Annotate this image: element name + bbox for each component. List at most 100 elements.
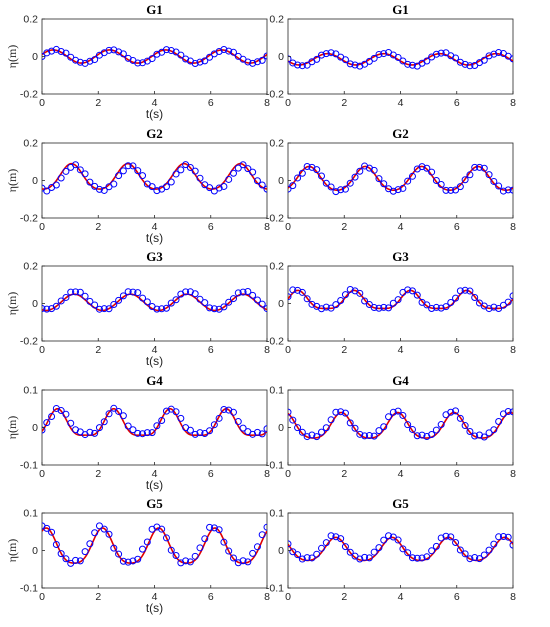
y-tick-label: 0.1 xyxy=(23,385,38,397)
x-tick-label: 2 xyxy=(341,97,347,109)
experiment-marker xyxy=(313,433,321,441)
experiment-marker xyxy=(62,167,70,175)
x-tick-label: 2 xyxy=(341,591,347,603)
experiment-marker xyxy=(447,533,455,541)
experiment-marker xyxy=(258,300,266,308)
experiment-marker xyxy=(408,554,416,562)
experiment-marker xyxy=(167,546,175,554)
experiment-marker xyxy=(365,300,373,308)
experiment-marker xyxy=(361,297,369,305)
subplot-title: G4 xyxy=(392,373,409,388)
experiment-marker xyxy=(475,555,483,563)
experiment-marker xyxy=(258,56,266,64)
experiment-marker xyxy=(461,60,469,68)
experiment-marker xyxy=(485,546,493,554)
x-tick-label: 0 xyxy=(39,344,45,356)
experiment-marker xyxy=(452,538,460,546)
experiment-marker xyxy=(196,544,204,552)
y-tick-label: 0.1 xyxy=(23,508,38,520)
experiment-marker xyxy=(253,543,261,551)
y-tick-label: 0 xyxy=(32,51,38,63)
x-tick-label: 6 xyxy=(208,591,214,603)
subplot-title: G1 xyxy=(146,2,163,17)
y-tick-label: -0.2 xyxy=(20,336,38,348)
experiment-marker xyxy=(428,547,436,555)
experiment-marker xyxy=(318,305,326,313)
experiment-marker xyxy=(119,557,127,565)
y-axis-label: η(m) xyxy=(5,45,19,69)
experiment-marker xyxy=(91,56,99,64)
experiment-marker xyxy=(495,417,503,425)
experiment-marker xyxy=(43,187,51,195)
experiment-marker xyxy=(220,46,228,54)
experiment-marker xyxy=(332,533,340,541)
experiment-marker xyxy=(471,554,479,562)
experiment-marker xyxy=(303,433,311,441)
experiment-marker xyxy=(428,168,436,176)
experiment-marker xyxy=(341,185,349,193)
x-tick-label: 4 xyxy=(152,221,158,233)
subplot-title: G3 xyxy=(392,249,409,264)
experiment-marker xyxy=(210,421,218,429)
experiment-marker xyxy=(105,530,113,538)
x-tick-label: 2 xyxy=(95,344,101,356)
experiment-marker xyxy=(318,428,326,436)
x-tick-label: 6 xyxy=(454,344,460,356)
experiment-marker xyxy=(86,428,94,436)
y-tick-label: -0.2 xyxy=(20,89,38,101)
experiment-marker xyxy=(437,49,445,57)
plot-area xyxy=(42,522,267,567)
experiment-marker xyxy=(432,426,440,434)
experiment-marker xyxy=(365,57,373,65)
experiment-marker xyxy=(186,288,194,296)
experiment-marker xyxy=(318,51,326,59)
plot-area xyxy=(42,288,267,313)
experiment-marker xyxy=(143,538,151,546)
experiment-marker xyxy=(361,553,369,561)
experiment-marker xyxy=(206,427,214,435)
experiment-marker xyxy=(100,186,108,194)
y-tick-label: 0 xyxy=(278,51,284,63)
experiment-marker xyxy=(229,408,237,416)
experiment-marker xyxy=(258,531,266,539)
experiment-marker xyxy=(303,163,311,171)
x-tick-label: 2 xyxy=(95,221,101,233)
experiment-marker xyxy=(105,305,113,313)
experiment-marker xyxy=(100,418,108,426)
experiment-marker xyxy=(327,304,335,312)
experiment-marker xyxy=(48,528,56,536)
experiment-marker xyxy=(346,285,354,293)
experiment-marker xyxy=(129,557,137,565)
experiment-marker xyxy=(361,432,369,440)
experiment-marker xyxy=(437,181,445,188)
y-tick-label: -0.1 xyxy=(20,583,38,595)
y-tick-label: 0 xyxy=(278,545,284,557)
experiment-marker xyxy=(158,417,166,425)
experiment-marker xyxy=(466,62,474,70)
experiment-marker xyxy=(504,533,512,541)
experiment-marker xyxy=(158,525,166,533)
y-tick-label: -0.1 xyxy=(266,460,284,472)
experiment-marker xyxy=(143,429,151,437)
experiment-marker xyxy=(215,414,223,422)
experiment-marker xyxy=(322,303,330,311)
experiment-marker xyxy=(303,61,311,69)
x-tick-label: 8 xyxy=(510,468,516,480)
experiment-marker xyxy=(356,167,364,175)
y-tick-label: -0.2 xyxy=(266,213,284,225)
experiment-marker xyxy=(452,186,460,194)
x-tick-label: 2 xyxy=(95,468,101,480)
experiment-marker xyxy=(95,305,103,313)
x-tick-label: 4 xyxy=(398,97,404,109)
experiment-marker xyxy=(380,536,388,544)
experiment-marker xyxy=(298,169,306,177)
experiment-marker xyxy=(167,299,175,307)
experiment-marker xyxy=(337,535,345,543)
experiment-marker xyxy=(234,289,242,297)
x-tick-label: 8 xyxy=(510,591,516,603)
experiment-marker xyxy=(375,50,383,58)
experiment-marker xyxy=(201,57,209,65)
experiment-marker xyxy=(67,559,75,567)
experiment-marker xyxy=(471,294,479,301)
